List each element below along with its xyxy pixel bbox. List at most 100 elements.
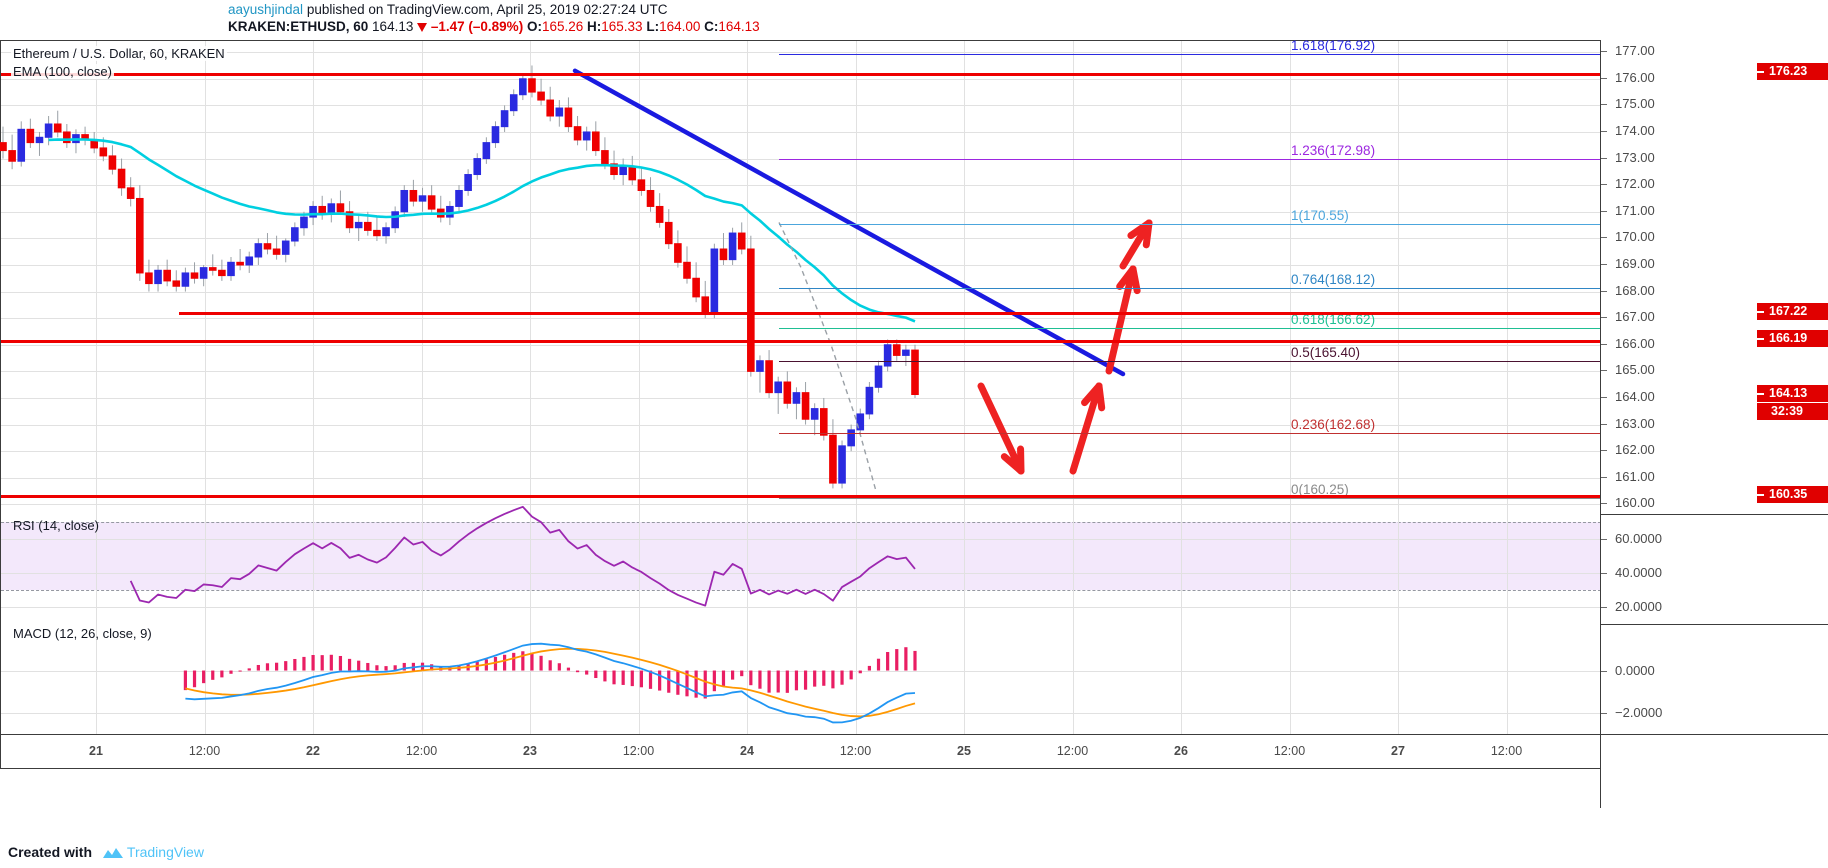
macd-plot: [183, 642, 917, 724]
close-value: 164.13: [718, 19, 760, 34]
grid-line: [1, 573, 1601, 575]
footer: Created with TradingView: [8, 844, 204, 863]
grid-line: [530, 41, 531, 515]
badge-tick: [1757, 310, 1764, 313]
publish-line: aayushjindal published on TradingView.co…: [228, 2, 668, 17]
grid-line: [1, 291, 1601, 293]
fib-level-label: 1.236(172.98): [1291, 143, 1376, 159]
grid-line: [855, 41, 857, 515]
grid-line: [96, 514, 97, 624]
time-axis[interactable]: 21 12:00 22 12:00 23 12:00 24 12:00 25 12:00 26 12:…: [0, 734, 1601, 769]
price-level-line[interactable]: [779, 433, 1601, 435]
rsi-band: [1, 522, 1601, 591]
axis-tick-label: 0.0000: [1615, 662, 1655, 678]
fib-level-label: 0.5(165.40): [1291, 344, 1361, 360]
high-label: H:: [587, 19, 602, 34]
grid-line: [1, 105, 1601, 107]
axis-tick-mark: [1601, 157, 1607, 159]
time-axis-label: 24: [740, 744, 754, 758]
grid-line: [1, 397, 1601, 399]
fib-level-label: 0.618(166.62): [1291, 312, 1376, 328]
price-badge[interactable]: 160.35: [1757, 485, 1828, 503]
price-badge[interactable]: 166.19: [1757, 330, 1828, 348]
price-level-line[interactable]: [779, 223, 1601, 225]
time-axis-label: 23: [523, 744, 537, 758]
axis-tick-label: 163.00: [1615, 415, 1655, 431]
axis-tick-mark: [1601, 130, 1607, 132]
grid-line: [1289, 41, 1291, 515]
price-pane-title[interactable]: Ethereum / U.S. Dollar, 60, KRAKEN: [11, 46, 227, 61]
grid-line: [964, 514, 965, 624]
grid-line: [421, 514, 423, 624]
grid-line: [313, 41, 314, 515]
axis-tick-label: 164.00: [1615, 388, 1655, 404]
axis-tick-mark: [1601, 263, 1607, 265]
rsi-pane[interactable]: RSI (14, close): [0, 505, 1601, 625]
triangle-down-icon: [417, 23, 428, 32]
grid-line: [421, 41, 423, 515]
axis-tick-mark: [1601, 450, 1607, 452]
price-level-line[interactable]: [779, 288, 1601, 290]
axis-tick-mark: [1601, 77, 1607, 79]
grid-line: [1, 78, 1601, 80]
axis-tick-label: 40.0000: [1615, 565, 1662, 581]
grid-line: [1289, 514, 1291, 624]
countdown-badge[interactable]: 32:39: [1757, 403, 1828, 420]
grid-line: [964, 41, 965, 515]
grid-line: [530, 514, 531, 624]
axis-tick-mark: [1601, 670, 1607, 672]
grid-line: [1, 52, 1601, 54]
rsi-title[interactable]: RSI (14, close): [13, 518, 99, 533]
rsi-plot: [129, 505, 916, 607]
fib-level-label: 1.618(176.92): [1291, 38, 1376, 54]
symbol-label[interactable]: KRAKEN:ETHUSD, 60: [228, 19, 369, 34]
price-level-line[interactable]: [179, 312, 1601, 316]
axis-tick-label: 170.00: [1615, 229, 1655, 245]
fib-level-label: 0.764(168.12): [1291, 272, 1376, 288]
grid-line: [1506, 514, 1508, 624]
axis-tick-label: 168.00: [1615, 282, 1655, 298]
chart-frame[interactable]: 1.618(176.92) 1.236(172.98) 1(170.55) 0.764…: [0, 38, 1828, 808]
price-level-line[interactable]: [779, 328, 1601, 330]
grid-line: [1, 504, 1601, 506]
price-badge[interactable]: 167.22: [1757, 302, 1828, 320]
rsi-threshold-line: [1, 522, 1601, 524]
time-axis-label: 26: [1174, 744, 1188, 758]
pane-separator: [1600, 624, 1828, 625]
macd-title[interactable]: MACD (12, 26, close, 9): [13, 626, 152, 641]
grid-line: [1, 424, 1601, 426]
price-level-line[interactable]: [779, 497, 1601, 499]
ema-study-label[interactable]: EMA (100, close): [11, 64, 114, 79]
price-level-line[interactable]: [779, 54, 1601, 56]
price-axis[interactable]: 177.00 176.00 175.00 174.00 173.00 172.00 171.…: [1600, 40, 1828, 808]
publish-text: published on TradingView.com, April 25, …: [303, 2, 668, 17]
grid-line: [96, 624, 97, 734]
time-axis-label: 22: [306, 744, 320, 758]
time-axis-label: 25: [957, 744, 971, 758]
tradingview-brand[interactable]: TradingView: [126, 844, 204, 860]
macd-pane[interactable]: MACD (12, 26, close, 9): [0, 624, 1601, 735]
grid-line: [1, 371, 1601, 373]
price-level-line[interactable]: [779, 360, 1601, 362]
axis-tick-label: 173.00: [1615, 149, 1655, 165]
price-badge[interactable]: 176.23: [1757, 63, 1828, 81]
grid-line: [1398, 514, 1399, 624]
price-level-line[interactable]: [1, 495, 1601, 499]
price-badge[interactable]: 164.13: [1757, 385, 1828, 402]
price-level-line[interactable]: [1, 72, 1601, 76]
author-name[interactable]: aayushjindal: [228, 2, 304, 17]
axis-tick-mark: [1601, 370, 1607, 372]
axis-tick-label: 176.00: [1615, 69, 1655, 85]
axis-tick-mark: [1601, 607, 1607, 609]
price-pane[interactable]: 1.618(176.92) 1.236(172.98) 1(170.55) 0.764…: [0, 38, 1601, 516]
grid-line: [96, 41, 97, 515]
axis-tick-mark: [1601, 423, 1607, 425]
grid-line: [1, 539, 1601, 541]
created-with-label: Created with: [8, 844, 93, 860]
price-level-line[interactable]: [1, 339, 1601, 343]
axis-tick-mark: [1601, 290, 1607, 292]
axis-tick-mark: [1601, 503, 1607, 505]
price-level-line[interactable]: [779, 159, 1601, 161]
axis-tick-label: 60.0000: [1615, 531, 1662, 547]
